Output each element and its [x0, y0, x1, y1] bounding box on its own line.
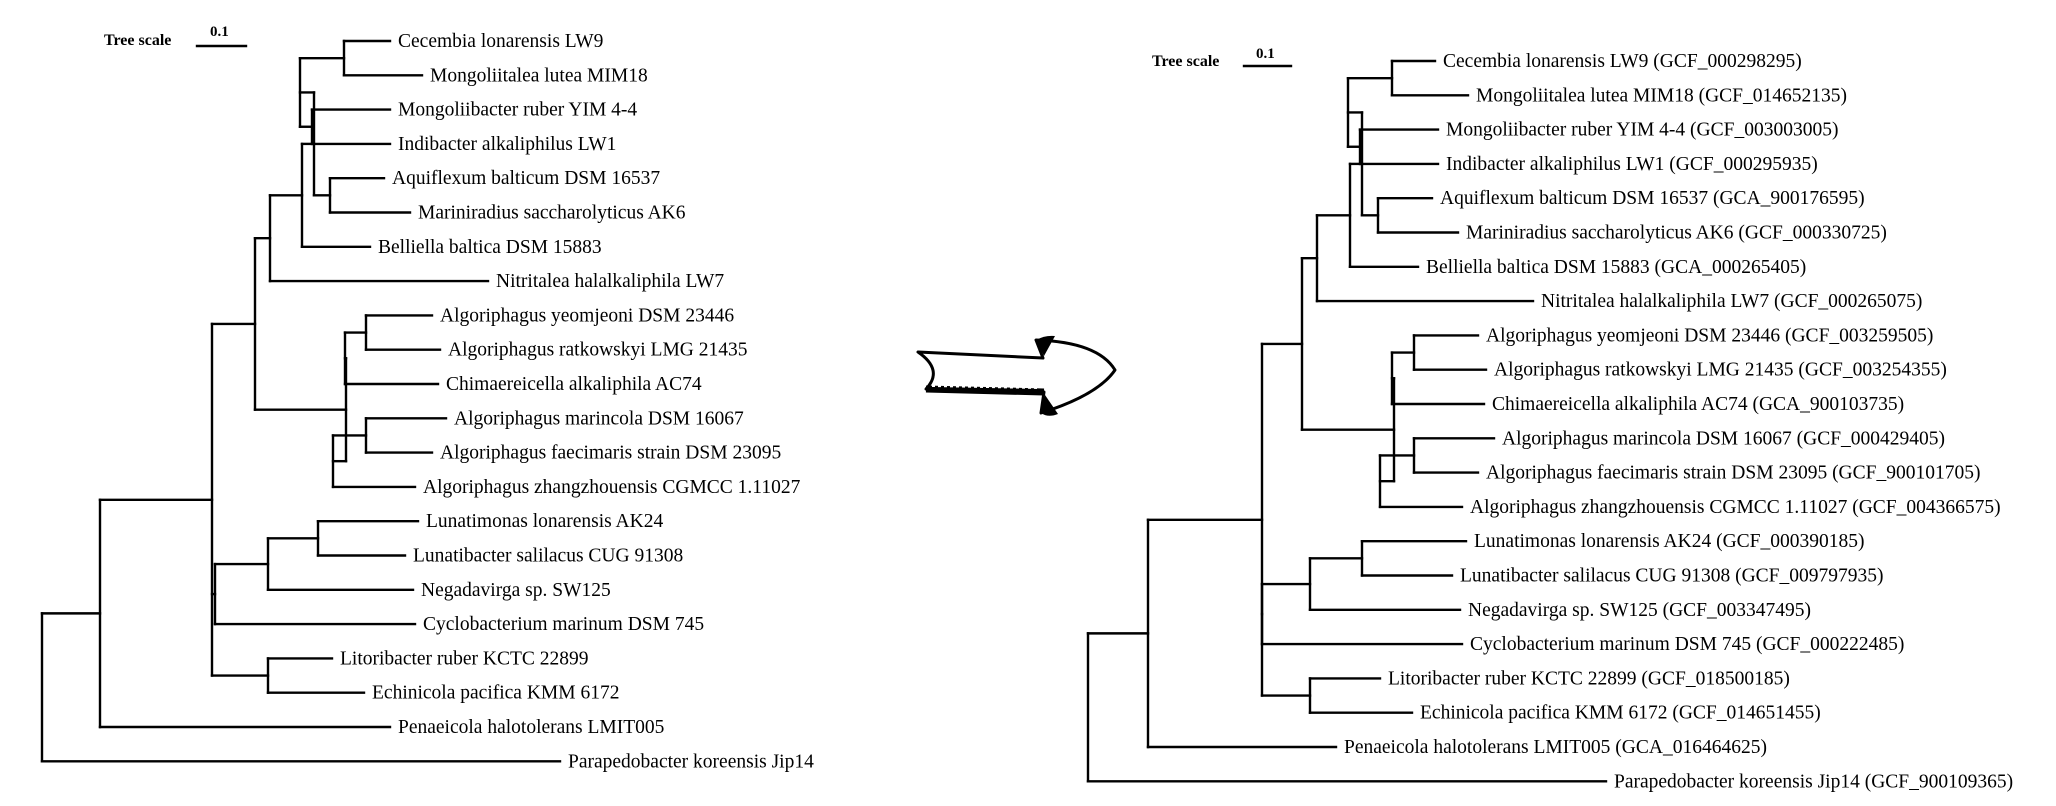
left-tree: Tree scale 0.1 Cecembia lonarensis LW9 Mo… — [40, 24, 814, 772]
left-tree-leaf-label: Algoriphagus yeomjeoni DSM 23446 — [440, 305, 734, 326]
right-tree-branches — [1086, 59, 1608, 783]
right-tree-leaf-label: Indibacter alkaliphilus LW1 (GCF_0002959… — [1446, 154, 1818, 175]
left-tree-leaf-label: Lunatimonas lonarensis AK24 — [426, 511, 663, 532]
left-tree-labels: Cecembia lonarensis LW9 Mongoliitalea lut… — [340, 31, 814, 772]
right-tree-leaf-label: Lunatibacter salilacus CUG 91308 (GCF_00… — [1460, 566, 1884, 587]
left-tree-leaf-label: Parapedobacter koreensis Jip14 — [568, 751, 814, 772]
right-tree-leaf-label: Cecembia lonarensis LW9 (GCF_000298295) — [1443, 51, 1802, 72]
right-tree: Tree scale 0.1 Cecembia lonarensis LW9 (… — [1086, 46, 2013, 792]
right-tree-leaf-label: Chimaereicella alkaliphila AC74 (GCA_900… — [1492, 394, 1904, 415]
right-arrow-icon — [916, 335, 1117, 416]
right-tree-leaf-label: Algoriphagus yeomjeoni DSM 23446 (GCF_00… — [1486, 325, 1933, 346]
left-tree-leaf-label: Aquiflexum balticum DSM 16537 — [392, 168, 660, 189]
right-tree-leaf-label: Parapedobacter koreensis Jip14 (GCF_9001… — [1614, 771, 2013, 792]
left-tree-leaf-label: Chimaereicella alkaliphila AC74 — [446, 374, 702, 395]
left-tree-leaf-label: Mongoliibacter ruber YIM 4-4 — [398, 100, 637, 121]
right-tree-leaf-label: Penaeicola halotolerans LMIT005 (GCA_016… — [1344, 737, 1767, 758]
left-tree-leaf-label: Echinicola pacifica KMM 6172 — [372, 683, 619, 704]
right-tree-leaf-label: Algoriphagus marincola DSM 16067 (GCF_00… — [1502, 428, 1945, 449]
right-tree-scale-value: 0.1 — [1256, 46, 1275, 62]
right-tree-scale-label: Tree scale — [1152, 53, 1219, 70]
right-tree-leaf-label: Mariniradius saccharolyticus AK6 (GCF_00… — [1466, 223, 1887, 244]
left-tree-leaf-label: Mongoliitalea lutea MIM18 — [430, 65, 648, 86]
right-tree-leaf-label: Cyclobacterium marinum DSM 745 (GCF_0002… — [1470, 634, 1904, 655]
left-tree-leaf-label: Penaeicola halotolerans LMIT005 — [398, 717, 664, 738]
left-tree-leaf-label: Litoribacter ruber KCTC 22899 — [340, 648, 589, 669]
right-tree-leaf-label: Mongoliitalea lutea MIM18 (GCF_014652135… — [1476, 85, 1847, 106]
left-tree-leaf-label: Algoriphagus marincola DSM 16067 — [454, 408, 744, 429]
left-tree-leaf-label: Negadavirga sp. SW125 — [421, 580, 611, 601]
right-tree-leaf-label: Algoriphagus ratkowskyi LMG 21435 (GCF_0… — [1494, 360, 1947, 381]
right-tree-leaf-label: Aquiflexum balticum DSM 16537 (GCA_90017… — [1440, 188, 1865, 209]
right-tree-leaf-label: Algoriphagus zhangzhouensis CGMCC 1.1102… — [1470, 497, 2001, 518]
right-tree-leaf-label: Algoriphagus faecimaris strain DSM 23095… — [1486, 463, 1981, 484]
left-tree-leaf-label: Algoriphagus faecimaris strain DSM 23095 — [440, 443, 781, 464]
left-tree-leaf-label: Nitritalea halalkaliphila LW7 — [496, 271, 724, 292]
right-tree-labels: Cecembia lonarensis LW9 (GCF_000298295) M… — [1344, 51, 2013, 792]
left-tree-leaf-label: Lunatibacter salilacus CUG 91308 — [413, 546, 683, 567]
left-tree-leaf-label: Algoriphagus zhangzhouensis CGMCC 1.1102… — [423, 477, 801, 498]
left-tree-leaf-label: Indibacter alkaliphilus LW1 — [398, 134, 616, 155]
left-tree-leaf-label: Mariniradius saccharolyticus AK6 — [418, 203, 686, 224]
left-tree-leaf-label: Algoriphagus ratkowskyi LMG 21435 — [448, 340, 748, 361]
right-tree-leaf-label: Mongoliibacter ruber YIM 4-4 (GCF_003003… — [1446, 120, 1838, 141]
left-tree-leaf-label: Cyclobacterium marinum DSM 745 — [423, 614, 704, 635]
right-tree-leaf-label: Belliella baltica DSM 15883 (GCA_0002654… — [1426, 257, 1806, 278]
right-tree-leaf-label: Negadavirga sp. SW125 (GCF_003347495) — [1468, 600, 1811, 621]
left-tree-scale-value: 0.1 — [210, 24, 229, 40]
left-tree-scale-label: Tree scale — [104, 32, 171, 49]
left-tree-leaf-label: Cecembia lonarensis LW9 — [398, 31, 603, 52]
right-tree-leaf-label: Echinicola pacifica KMM 6172 (GCF_014651… — [1420, 703, 1821, 724]
right-tree-leaf-label: Litoribacter ruber KCTC 22899 (GCF_01850… — [1388, 668, 1790, 689]
right-tree-leaf-label: Nitritalea halalkaliphila LW7 (GCF_00026… — [1541, 291, 1922, 312]
right-tree-leaf-label: Lunatimonas lonarensis AK24 (GCF_0003901… — [1474, 531, 1865, 552]
left-tree-leaf-label: Belliella baltica DSM 15883 — [378, 237, 602, 258]
left-tree-branches — [40, 39, 562, 763]
